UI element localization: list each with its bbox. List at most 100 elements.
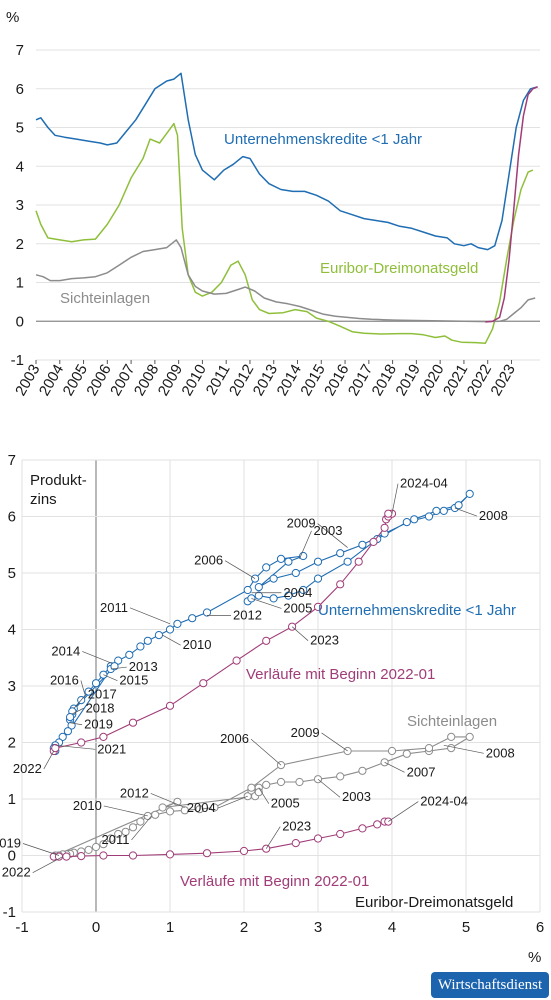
bottom-point-purple [165, 850, 175, 859]
top-x-tick-label: 2023 [488, 362, 519, 399]
top-y-tick-label: -1 [11, 352, 24, 369]
bottom-y-title-line2: zins [30, 491, 57, 508]
bottom-y-tick-label: 2 [8, 735, 16, 752]
bottom-point-gray [84, 845, 93, 855]
top-x-tick-label: 2016 [321, 362, 352, 399]
top-label-gray: Sichteinlagen [60, 290, 150, 307]
bottom-x-tick-label: 5 [462, 919, 470, 936]
bottom-point-purple [380, 523, 389, 532]
bottom-point-gray [99, 840, 108, 849]
annotation-leader [317, 523, 348, 548]
top-x-tick-label: 2008 [131, 362, 162, 399]
annotation-label: 2018 [86, 700, 115, 715]
bottom-point-blue [173, 619, 182, 629]
annotation-label: 2006 [220, 731, 249, 746]
annotation-leader [129, 607, 171, 625]
bottom-point-purple [62, 852, 71, 861]
bottom-point-purple [313, 602, 323, 612]
bottom-point-blue [269, 594, 278, 603]
bottom-y-tick-label: 3 [8, 678, 16, 695]
bottom-point-gray [295, 777, 304, 787]
bottom-label-purple-top: Verläufe mit Beginn 2022-01 [246, 666, 435, 683]
top-label-blue: Unternehmenskredite <1 Jahr [224, 131, 422, 148]
top-y-tick-label: 0 [16, 313, 24, 330]
bottom-point-purple [77, 738, 86, 747]
annotation-leader [384, 761, 405, 773]
annotation-leader [321, 732, 348, 752]
annotation-leader [73, 694, 87, 709]
bottom-point-blue [262, 563, 271, 572]
top-x-tick-label: 2012 [226, 362, 257, 399]
bottom-point-blue [143, 636, 152, 645]
bottom-point-purple [291, 839, 300, 848]
bottom-point-gray [210, 803, 219, 812]
top-y-ticks: 7 6 5 4 3 2 1 0 -1 [11, 42, 24, 369]
bottom-x-tick-label: -1 [15, 919, 28, 936]
bottom-point-gray [424, 744, 434, 753]
top-y-tick-label: 6 [16, 81, 24, 98]
top-y-tick-label: 2 [16, 236, 24, 253]
top-x-tick-label: 2019 [392, 362, 423, 399]
annotation-leader [70, 722, 83, 726]
top-x-tick-label: 2005 [60, 362, 91, 399]
bottom-point-blue [67, 721, 76, 730]
annotation-label: 2024-04 [420, 794, 468, 809]
brand-badge: Wirtschaftsdienst [431, 972, 549, 998]
bottom-point-gray [247, 783, 256, 792]
bottom-x-tick-label: 1 [166, 919, 174, 936]
bottom-x-tick-label: 4 [388, 919, 396, 936]
bottom-point-gray [180, 806, 189, 815]
annotation-leader [250, 738, 282, 766]
bottom-point-blue [313, 557, 323, 566]
bottom-point-purple [77, 852, 86, 861]
annotation-label: 2016 [50, 672, 79, 687]
bottom-point-blue [110, 662, 119, 671]
bottom-x-tick-label: 3 [314, 919, 322, 936]
bottom-point-blue [439, 506, 448, 515]
bottom-point-purple [128, 851, 138, 860]
annotation-leader [103, 805, 148, 817]
bottom-point-blue [299, 585, 308, 595]
bottom-point-purple [99, 851, 108, 860]
annotation-label: 2011 [102, 832, 130, 847]
bottom-point-purple [199, 679, 208, 688]
bottom-point-blue [66, 713, 75, 722]
bottom-x-ticks: -1 0 1 2 3 4 5 6 [15, 919, 544, 936]
bottom-point-blue [336, 549, 345, 558]
bottom-point-blue [165, 625, 175, 634]
annotation-leader [22, 843, 60, 856]
bottom-point-purple [202, 849, 212, 858]
annotation-label: 2023 [310, 633, 339, 648]
bottom-point-blue [284, 557, 293, 566]
bottom-point-blue [154, 631, 163, 640]
annotation-leader [32, 856, 63, 873]
top-x-tick-label: 2021 [440, 362, 471, 399]
annotation-leader [43, 750, 55, 770]
annotation-label: 2005 [283, 600, 312, 615]
bottom-point-purple [358, 824, 367, 833]
annotation-leader [317, 778, 341, 798]
annotation-leader [454, 507, 478, 517]
bottom-label-euribor: Euribor-Dreimonatsgeld [355, 894, 513, 911]
bottom-point-gray [106, 834, 115, 843]
bottom-y-title-line1: Produkt- [30, 472, 87, 489]
top-gridlines [36, 49, 540, 361]
annotation-leader [443, 744, 484, 754]
bottom-point-gray [143, 811, 152, 821]
top-x-tick-label: 2006 [83, 362, 114, 399]
bottom-point-blue [91, 679, 101, 688]
annotation-leader [150, 793, 185, 808]
annotation-label: 2008 [479, 508, 508, 523]
bottom-point-blue [63, 727, 73, 736]
bottom-annotations: 2024-04200920082003200620042005201120122… [0, 476, 515, 880]
annotation-label: 2003 [342, 789, 371, 804]
bottom-point-blue [202, 608, 212, 617]
bottom-point-purple [51, 744, 60, 753]
bottom-scatter-chart: -1 0 1 2 3 4 5 6 7 -1 0 1 2 3 4 5 6 Produkt- zins % 202… [0, 452, 544, 966]
bottom-point-gray [447, 732, 456, 742]
bottom-point-gray [402, 749, 411, 758]
bottom-y-tick-label: 6 [8, 509, 16, 526]
annotation-label: 2008 [486, 745, 515, 760]
bottom-point-purple [384, 509, 393, 518]
